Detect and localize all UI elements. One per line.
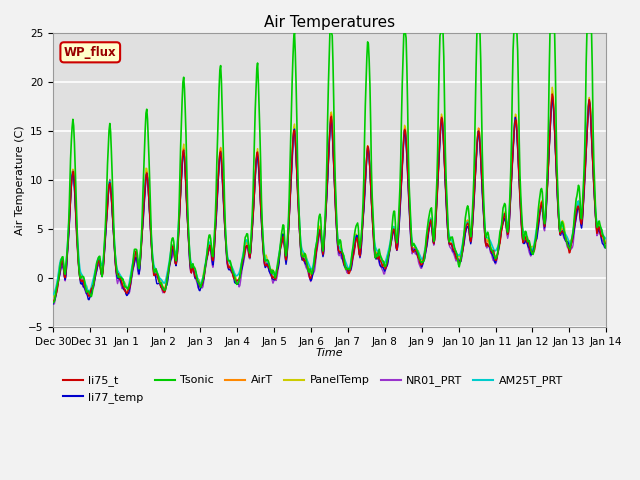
- AM25T_PRT: [602, 236, 610, 242]
- Tsonic: [202, 264, 209, 270]
- Line: li75_t: li75_t: [53, 94, 606, 302]
- PanelTemp: [49, 293, 57, 299]
- Tsonic: [397, 116, 405, 121]
- li75_t: [49, 300, 57, 305]
- PanelTemp: [51, 295, 58, 300]
- li75_t: [172, 261, 180, 267]
- li75_t: [397, 192, 404, 198]
- Tsonic: [116, 275, 124, 280]
- li77_temp: [413, 251, 420, 257]
- NR01_PRT: [50, 301, 58, 307]
- li75_t: [413, 249, 420, 255]
- AirT: [202, 266, 209, 272]
- AM25T_PRT: [172, 251, 180, 257]
- AirT: [548, 93, 556, 98]
- PanelTemp: [548, 84, 556, 90]
- Tsonic: [59, 254, 67, 260]
- Legend: li75_t, li77_temp, Tsonic, AirT, PanelTemp, NR01_PRT, AM25T_PRT: li75_t, li77_temp, Tsonic, AirT, PanelTe…: [58, 371, 568, 407]
- AirT: [172, 262, 180, 267]
- PanelTemp: [202, 258, 210, 264]
- NR01_PRT: [414, 253, 422, 259]
- AirT: [59, 260, 67, 265]
- li75_t: [59, 260, 67, 265]
- Tsonic: [49, 300, 57, 306]
- PanelTemp: [60, 264, 67, 269]
- AirT: [397, 192, 404, 198]
- NR01_PRT: [548, 95, 556, 101]
- Line: li77_temp: li77_temp: [53, 99, 606, 304]
- Text: WP_flux: WP_flux: [64, 46, 116, 59]
- li77_temp: [49, 301, 57, 307]
- li77_temp: [397, 195, 404, 201]
- PanelTemp: [414, 249, 422, 254]
- Tsonic: [414, 249, 422, 255]
- NR01_PRT: [116, 280, 124, 286]
- AM25T_PRT: [59, 259, 67, 264]
- NR01_PRT: [397, 180, 405, 185]
- li75_t: [202, 265, 209, 271]
- NR01_PRT: [60, 267, 67, 273]
- li75_t: [548, 91, 556, 97]
- li77_temp: [59, 262, 67, 267]
- NR01_PRT: [602, 243, 610, 249]
- NR01_PRT: [202, 264, 210, 269]
- Line: Tsonic: Tsonic: [53, 33, 606, 303]
- Line: AirT: AirT: [53, 96, 606, 301]
- PanelTemp: [397, 176, 405, 182]
- li75_t: [116, 276, 124, 282]
- Tsonic: [172, 258, 180, 264]
- Tsonic: [291, 30, 298, 36]
- Line: NR01_PRT: NR01_PRT: [53, 98, 606, 304]
- AM25T_PRT: [116, 272, 124, 277]
- AM25T_PRT: [49, 292, 57, 298]
- PanelTemp: [602, 237, 610, 242]
- li75_t: [602, 240, 610, 246]
- Line: PanelTemp: PanelTemp: [53, 87, 606, 298]
- li77_temp: [202, 264, 209, 270]
- Tsonic: [602, 245, 610, 251]
- PanelTemp: [116, 275, 124, 280]
- Title: Air Temperatures: Air Temperatures: [264, 15, 395, 30]
- AirT: [413, 251, 420, 257]
- AM25T_PRT: [397, 187, 404, 193]
- AirT: [49, 298, 57, 304]
- AM25T_PRT: [202, 262, 209, 268]
- AM25T_PRT: [413, 246, 420, 252]
- AM25T_PRT: [548, 96, 556, 102]
- NR01_PRT: [49, 301, 57, 307]
- li77_temp: [602, 244, 610, 250]
- PanelTemp: [173, 251, 180, 256]
- li77_temp: [548, 96, 556, 102]
- NR01_PRT: [173, 255, 180, 261]
- X-axis label: Time: Time: [316, 348, 343, 358]
- li77_temp: [116, 276, 124, 282]
- Line: AM25T_PRT: AM25T_PRT: [53, 99, 606, 295]
- li77_temp: [172, 263, 180, 269]
- Y-axis label: Air Temperature (C): Air Temperature (C): [15, 125, 25, 235]
- AirT: [116, 276, 124, 282]
- AirT: [602, 240, 610, 245]
